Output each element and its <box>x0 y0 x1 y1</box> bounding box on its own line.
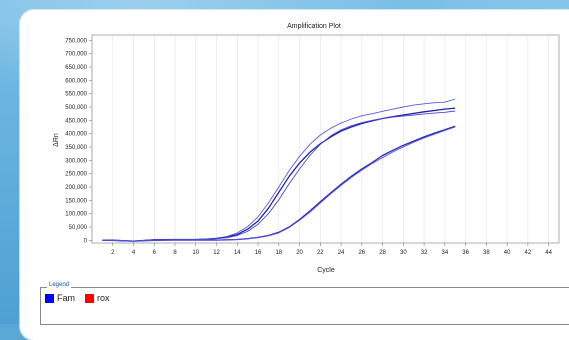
chart-title: Amplification Plot <box>287 23 341 30</box>
legend-item-fam: Fam <box>45 293 75 303</box>
x-tick-label: 18 <box>275 250 282 256</box>
y-tick-label: 350,000 <box>65 145 87 151</box>
legend-box: Legend Fam rox <box>40 282 569 325</box>
y-tick-label: 200,000 <box>65 185 87 191</box>
x-tick-label: 16 <box>255 250 262 256</box>
x-tick-label: 34 <box>442 250 449 256</box>
legend-item-rox: rox <box>85 293 110 303</box>
y-tick-label: 500,000 <box>65 105 87 111</box>
legend-swatch <box>85 293 94 303</box>
x-tick-label: 20 <box>296 250 303 256</box>
legend-label: Fam <box>57 293 75 303</box>
amplification-plot: Amplification Plot 0 50,000 100,000 150,000… <box>53 23 560 274</box>
x-tick-label: 26 <box>358 250 365 256</box>
y-tick-label: 550,000 <box>65 92 87 98</box>
x-tick-label: 8 <box>173 250 177 256</box>
plot-area <box>91 34 560 244</box>
x-tick-label: 30 <box>400 250 407 256</box>
series-group <box>102 98 456 242</box>
y-tick-label: 250,000 <box>65 172 87 178</box>
y-axis: 0 50,000 100,000 150,000 200,000 250,000 300,0… <box>65 38 92 244</box>
legend-title: Legend <box>47 282 72 288</box>
x-tick-label: 12 <box>213 250 220 256</box>
y-tick-label: 750,000 <box>65 38 87 44</box>
y-tick-label: 0 <box>84 238 88 244</box>
x-tick-label: 6 <box>153 250 157 256</box>
y-axis-title: ΔRn <box>53 133 60 147</box>
x-tick-label: 44 <box>545 250 552 256</box>
x-tick-label: 40 <box>504 250 511 256</box>
grid-lines <box>112 35 549 243</box>
x-tick-label: 14 <box>234 250 241 256</box>
y-tick-label: 400,000 <box>65 132 87 138</box>
y-tick-label: 700,000 <box>65 52 87 58</box>
y-tick-label: 100,000 <box>65 212 87 218</box>
x-tick-label: 38 <box>483 250 490 256</box>
y-tick-label: 650,000 <box>65 65 87 71</box>
series-line-5 <box>102 126 456 242</box>
x-tick-label: 4 <box>132 250 136 256</box>
x-axis-title: Cycle <box>317 267 335 274</box>
y-tick-label: 300,000 <box>65 158 87 164</box>
x-axis: 2 4 6 8 10 12 14 16 18 20 22 24 26 28 30 32 34 36 38 40 42 44 <box>111 243 553 256</box>
y-tick-label: 600,000 <box>65 78 87 84</box>
y-tick-label: 450,000 <box>65 118 87 124</box>
x-tick-label: 42 <box>525 250 532 256</box>
x-tick-label: 24 <box>338 250 345 256</box>
x-tick-label: 2 <box>111 250 115 256</box>
y-tick-label: 150,000 <box>65 198 87 204</box>
legend-items: Fam rox <box>45 293 120 303</box>
x-tick-label: 32 <box>421 250 428 256</box>
x-tick-label: 28 <box>379 250 386 256</box>
legend-label: rox <box>97 293 110 303</box>
legend-swatch <box>45 293 54 303</box>
x-tick-label: 10 <box>192 250 199 256</box>
x-tick-label: 36 <box>462 250 469 256</box>
y-tick-label: 50,000 <box>69 225 88 231</box>
plot-panel <box>20 10 569 340</box>
x-tick-label: 22 <box>317 250 324 256</box>
